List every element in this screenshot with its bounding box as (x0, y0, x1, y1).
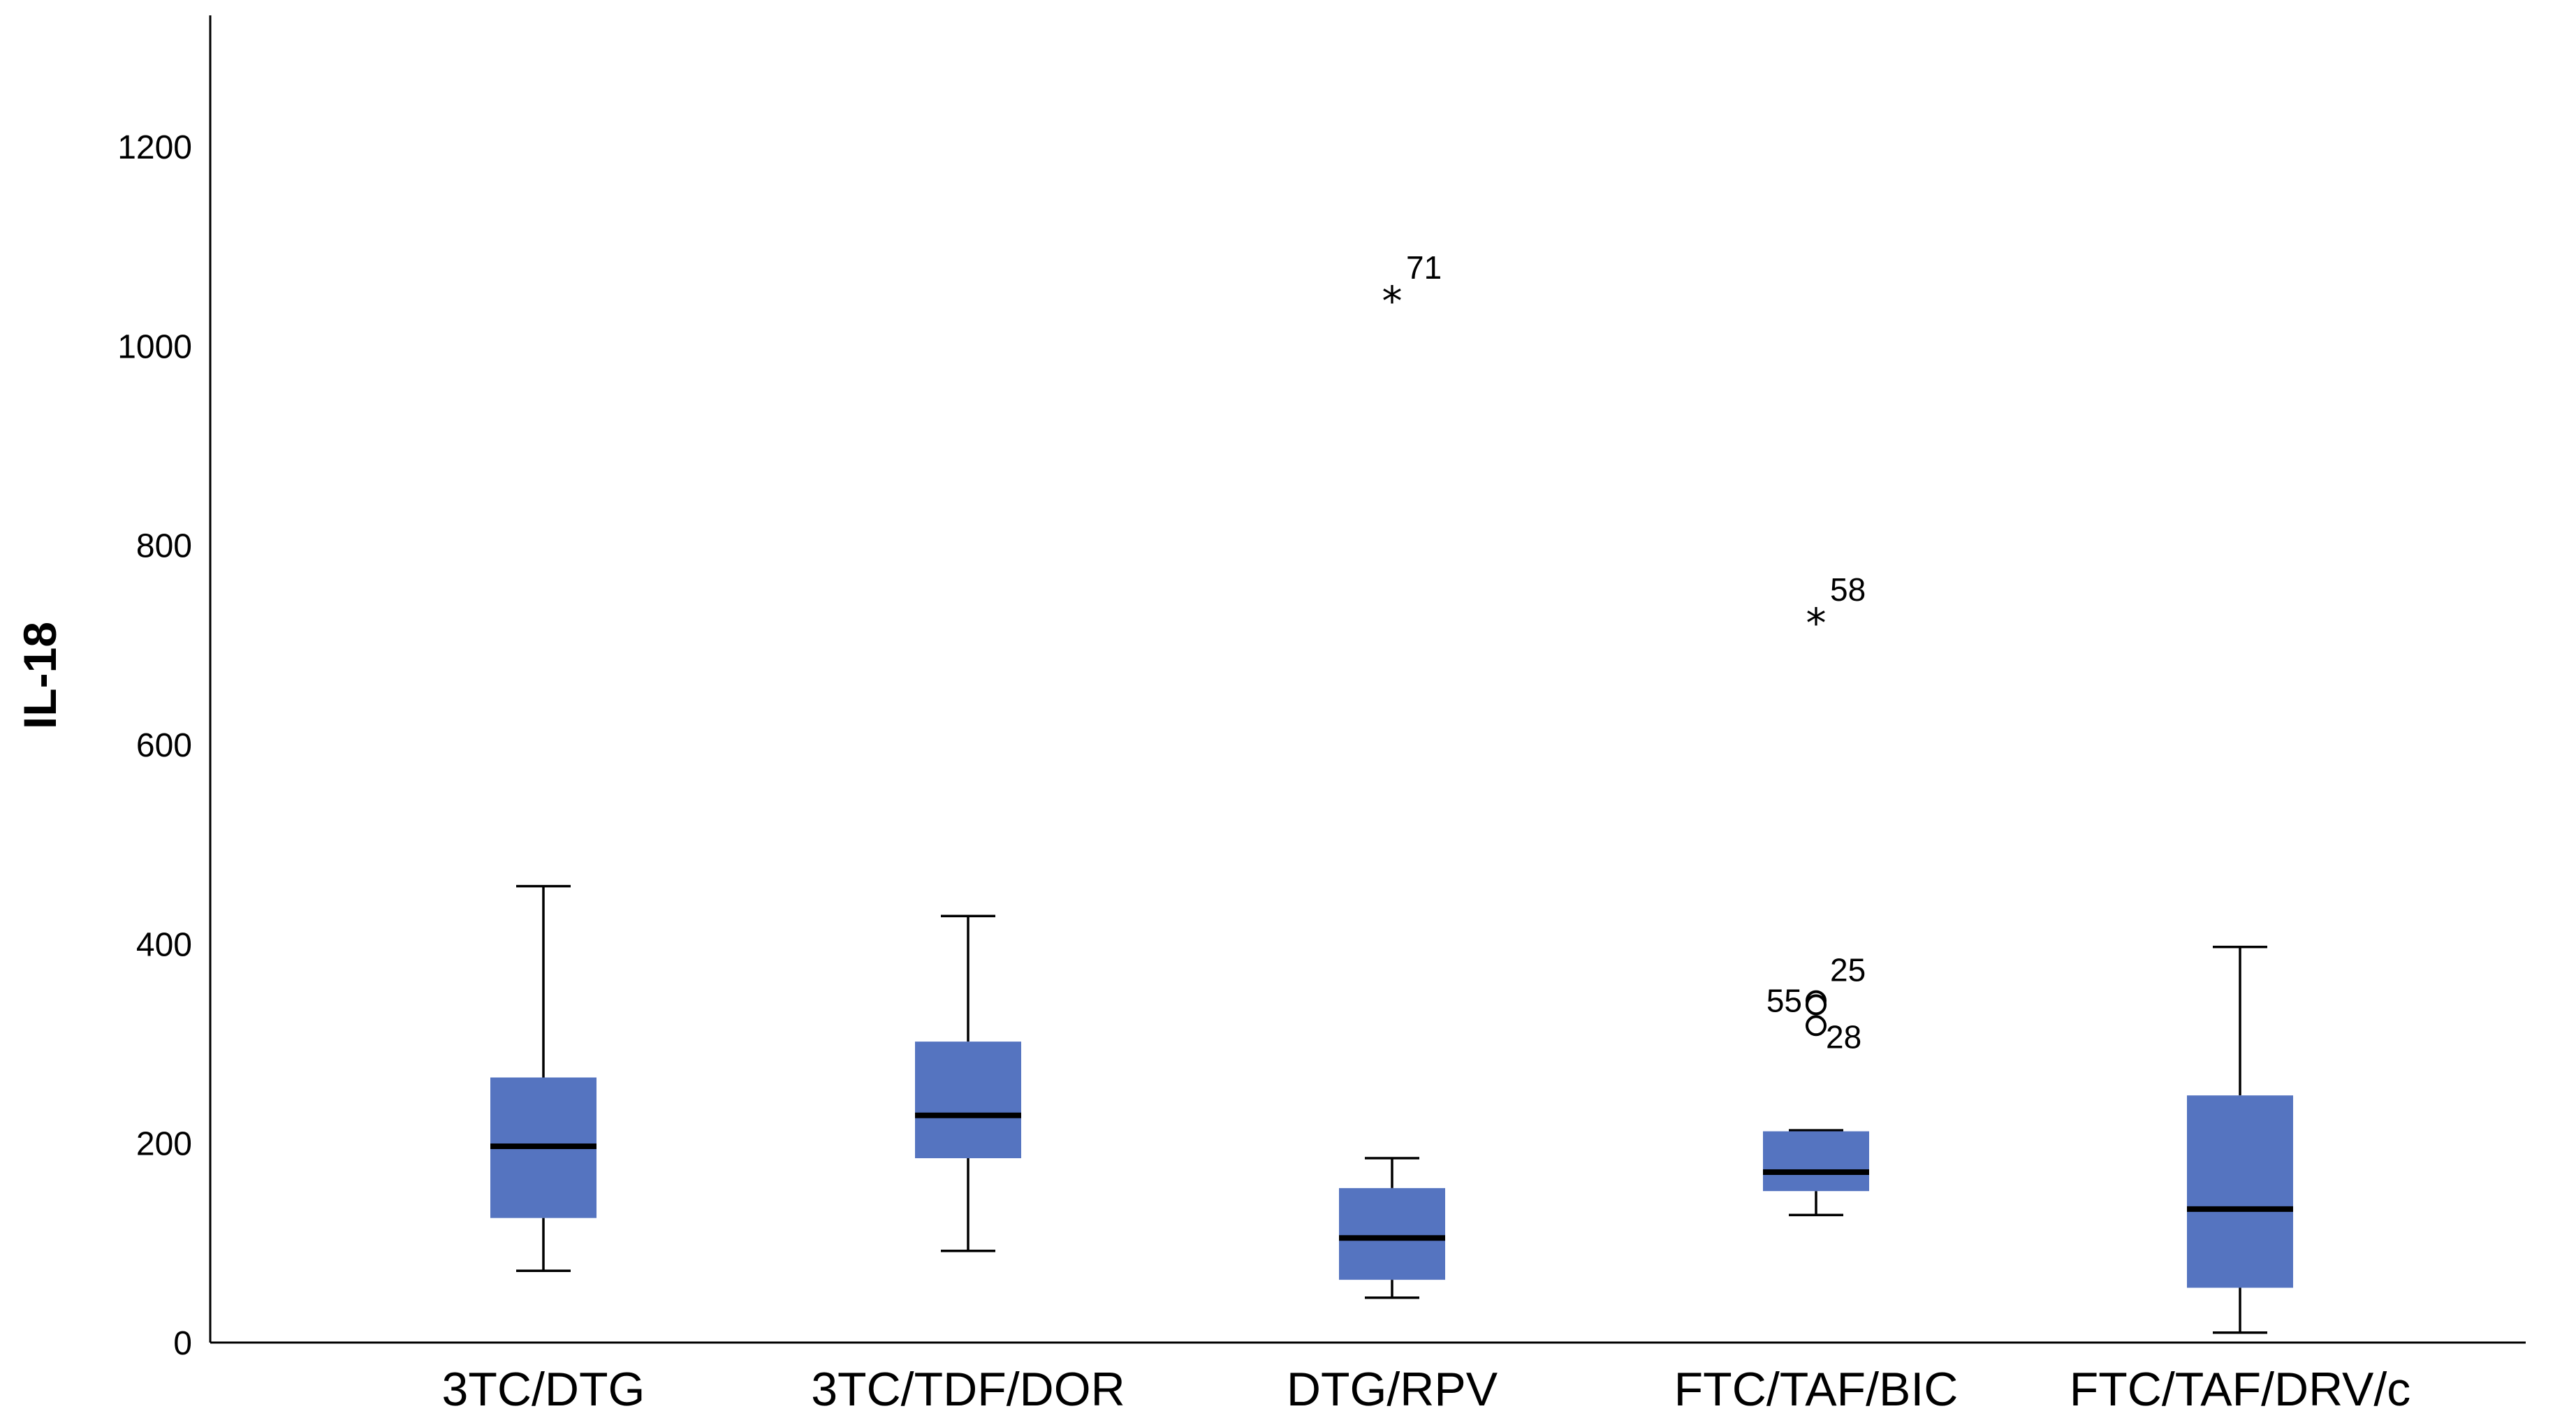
x-category-label: DTG/RPV (1287, 1363, 1498, 1416)
box-iqr (1339, 1188, 1445, 1280)
box-group (2187, 945, 2293, 1334)
y-tick-label: 0 (173, 1325, 192, 1362)
box-group (490, 884, 597, 1273)
outlier-label: 28 (1826, 1018, 1861, 1055)
y-tick-label: 600 (136, 727, 192, 764)
y-ticks: 0 200 400 600 800 1000 1200 (117, 129, 192, 1362)
outlier-label: 25 (1830, 952, 1866, 988)
x-category-label: 3TC/DTG (442, 1363, 645, 1416)
outlier-circle (1806, 994, 1827, 1016)
y-tick-label: 400 (136, 926, 192, 963)
y-tick-label: 200 (136, 1126, 192, 1163)
y-tick-label: 1200 (117, 129, 192, 166)
y-axis-label: IL-18 (14, 622, 66, 729)
y-tick-label: 800 (136, 528, 192, 565)
outlier-circle (1806, 1015, 1827, 1037)
boxes (490, 884, 2293, 1334)
box-iqr (2187, 1095, 2293, 1288)
box-group (1339, 1157, 1445, 1299)
y-tick-label: 1000 (117, 328, 192, 365)
outlier-label: 55 (1766, 982, 1802, 1018)
box-iqr (915, 1042, 1021, 1159)
outlier-star: * (1806, 599, 1827, 647)
x-category-label: FTC/TAF/DRV/c (2070, 1363, 2411, 1416)
x-category-label: 3TC/TDF/DOR (811, 1363, 1125, 1416)
x-category-label: FTC/TAF/BIC (1674, 1363, 1959, 1416)
box-group (915, 914, 1021, 1252)
axes (209, 15, 2526, 1344)
box-group (1763, 1129, 1869, 1217)
box-iqr (1763, 1131, 1869, 1192)
category-labels: 3TC/DTG 3TC/TDF/DOR DTG/RPV FTC/TAF/BIC FTC/… (442, 1363, 2411, 1416)
outlier-star: * (1382, 277, 1403, 325)
outlier-label: 71 (1406, 249, 1442, 286)
outlier-label: 58 (1830, 571, 1866, 608)
